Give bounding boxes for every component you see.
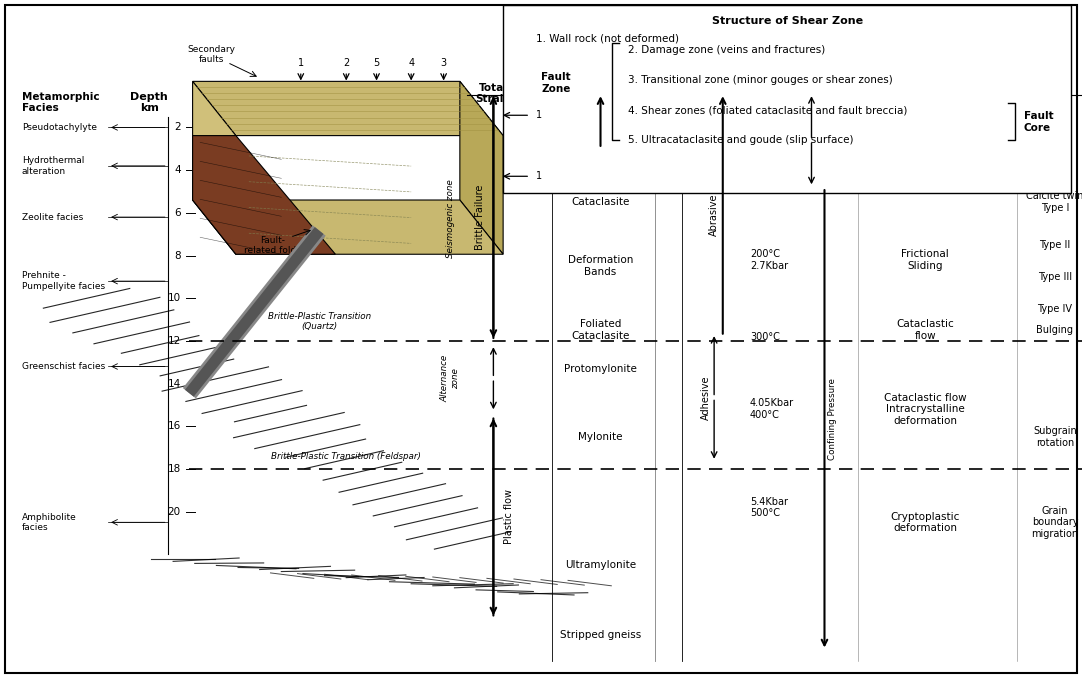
Text: Depth
km: Depth km [131, 92, 168, 113]
Polygon shape [193, 81, 503, 136]
Polygon shape [460, 81, 503, 254]
Text: Structure of Shear Zone: Structure of Shear Zone [712, 16, 862, 26]
Text: Plastic flow: Plastic flow [503, 490, 514, 544]
Text: Temp. (°C)
Pressure (Kbar): Temp. (°C) Pressure (Kbar) [678, 83, 771, 104]
Text: Calcite twin
Type I: Calcite twin Type I [1026, 191, 1082, 213]
Text: 1: 1 [536, 172, 542, 181]
Text: Stripped gneiss: Stripped gneiss [559, 631, 642, 641]
Text: 8: 8 [174, 250, 181, 260]
Text: 3: 3 [440, 58, 447, 68]
Text: Cataclastic flow
Intracrystalline
deformation: Cataclastic flow Intracrystalline deform… [884, 393, 966, 426]
Text: Type II: Type II [1040, 240, 1070, 250]
Text: Hydrothermal
alteration: Hydrothermal alteration [22, 156, 84, 176]
Text: 6: 6 [174, 208, 181, 218]
Text: Secondary
faults: Secondary faults [187, 45, 235, 64]
Text: Mylonite: Mylonite [578, 432, 623, 442]
Text: Adhesive: Adhesive [700, 375, 711, 420]
Text: 16: 16 [168, 421, 181, 431]
Text: Foliated
Cataclasite: Foliated Cataclasite [571, 319, 630, 341]
Text: Fault
Core: Fault Core [1024, 111, 1053, 132]
Text: 5. Ultracataclasite and goude (slip surface): 5. Ultracataclasite and goude (slip surf… [628, 135, 853, 145]
Text: Deformation
Bands: Deformation Bands [568, 256, 633, 277]
Text: Fault
Zone: Fault Zone [541, 72, 570, 94]
Text: Brittle-Plastic Transition (Feldspar): Brittle-Plastic Transition (Feldspar) [272, 452, 421, 461]
Text: 5.4Kbar
500°C: 5.4Kbar 500°C [750, 496, 788, 518]
Text: 14: 14 [168, 378, 181, 388]
Text: 300°C: 300°C [750, 332, 780, 342]
Text: 1: 1 [298, 58, 304, 68]
Text: 4: 4 [408, 58, 414, 68]
Text: Zeolite facies: Zeolite facies [22, 213, 83, 222]
Text: Fault
Rocks: Fault Rocks [583, 83, 618, 104]
Text: Alternance
zone: Alternance zone [440, 355, 460, 402]
Text: 4. Shear zones (foliated cataclasite and fault breccia): 4. Shear zones (foliated cataclasite and… [628, 105, 907, 115]
Text: Gouge
Fault breccia: Gouge Fault breccia [567, 113, 634, 134]
Text: Cataclasite: Cataclasite [571, 197, 630, 207]
Text: Frictional
Sliding: Frictional Sliding [901, 249, 949, 271]
Text: 3. Transitional zone (minor gouges or shear zones): 3. Transitional zone (minor gouges or sh… [628, 75, 893, 85]
Text: 2: 2 [343, 58, 349, 68]
Text: Deformation Mechanism: Deformation Mechanism [854, 83, 997, 93]
Text: Brittle Failure: Brittle Failure [475, 184, 486, 250]
Text: Cryptoplastic
deformation: Cryptoplastic deformation [890, 511, 960, 533]
Text: Pseudotachylyte: Pseudotachylyte [22, 123, 96, 132]
Text: Subgrain
rotation: Subgrain rotation [1033, 426, 1077, 447]
Text: Abrasion: Abrasion [902, 123, 948, 132]
Bar [503, 5, 1071, 193]
Text: 12: 12 [168, 336, 181, 346]
Text: Grain
boundary
migration: Grain boundary migration [1031, 506, 1079, 539]
Text: Greenschist facies: Greenschist facies [22, 362, 105, 371]
Text: Seismogenic zone: Seismogenic zone [446, 179, 454, 258]
Text: Amphibolite
facies: Amphibolite facies [22, 513, 77, 532]
Text: Fault-
related folds: Fault- related folds [245, 236, 301, 255]
Text: 4.05Kbar
400°C: 4.05Kbar 400°C [750, 399, 794, 420]
Text: 20: 20 [168, 506, 181, 517]
Text: 2. Damage zone (veins and fractures): 2. Damage zone (veins and fractures) [628, 45, 824, 56]
Text: 5: 5 [373, 58, 380, 68]
Text: Brittle-Plastic Transition
(Quartz): Brittle-Plastic Transition (Quartz) [267, 312, 371, 332]
Text: Bulging: Bulging [1037, 325, 1073, 335]
Text: 1. Wall rock (not deformed): 1. Wall rock (not deformed) [536, 33, 678, 43]
Text: 100°C
1.35Kbar: 100°C 1.35Kbar [750, 163, 794, 185]
Text: Prehnite -
Pumpellyite facies: Prehnite - Pumpellyite facies [22, 271, 105, 291]
Text: Total
Strain: Total Strain [475, 83, 512, 104]
Text: Cataclastic
flow: Cataclastic flow [896, 319, 954, 341]
Text: Protomylonite: Protomylonite [564, 363, 637, 374]
Text: 200°C
2.7Kbar: 200°C 2.7Kbar [750, 249, 788, 271]
Polygon shape [193, 136, 335, 254]
Text: Pore
Pressure: Pore Pressure [794, 121, 814, 159]
Text: 2: 2 [174, 123, 181, 132]
Text: Metamorphic
Facies: Metamorphic Facies [22, 92, 100, 113]
Text: 4: 4 [174, 165, 181, 175]
Text: Abrasive: Abrasive [709, 194, 720, 236]
Text: 1: 1 [536, 111, 542, 120]
Polygon shape [193, 81, 236, 254]
Text: 18: 18 [168, 464, 181, 474]
Polygon shape [193, 200, 503, 254]
Text: Type IV: Type IV [1038, 304, 1072, 314]
Text: Ultramylonite: Ultramylonite [565, 560, 636, 570]
Text: Type III: Type III [1038, 272, 1072, 282]
Text: 10: 10 [168, 293, 181, 303]
Text: Confining Pressure: Confining Pressure [828, 378, 836, 460]
